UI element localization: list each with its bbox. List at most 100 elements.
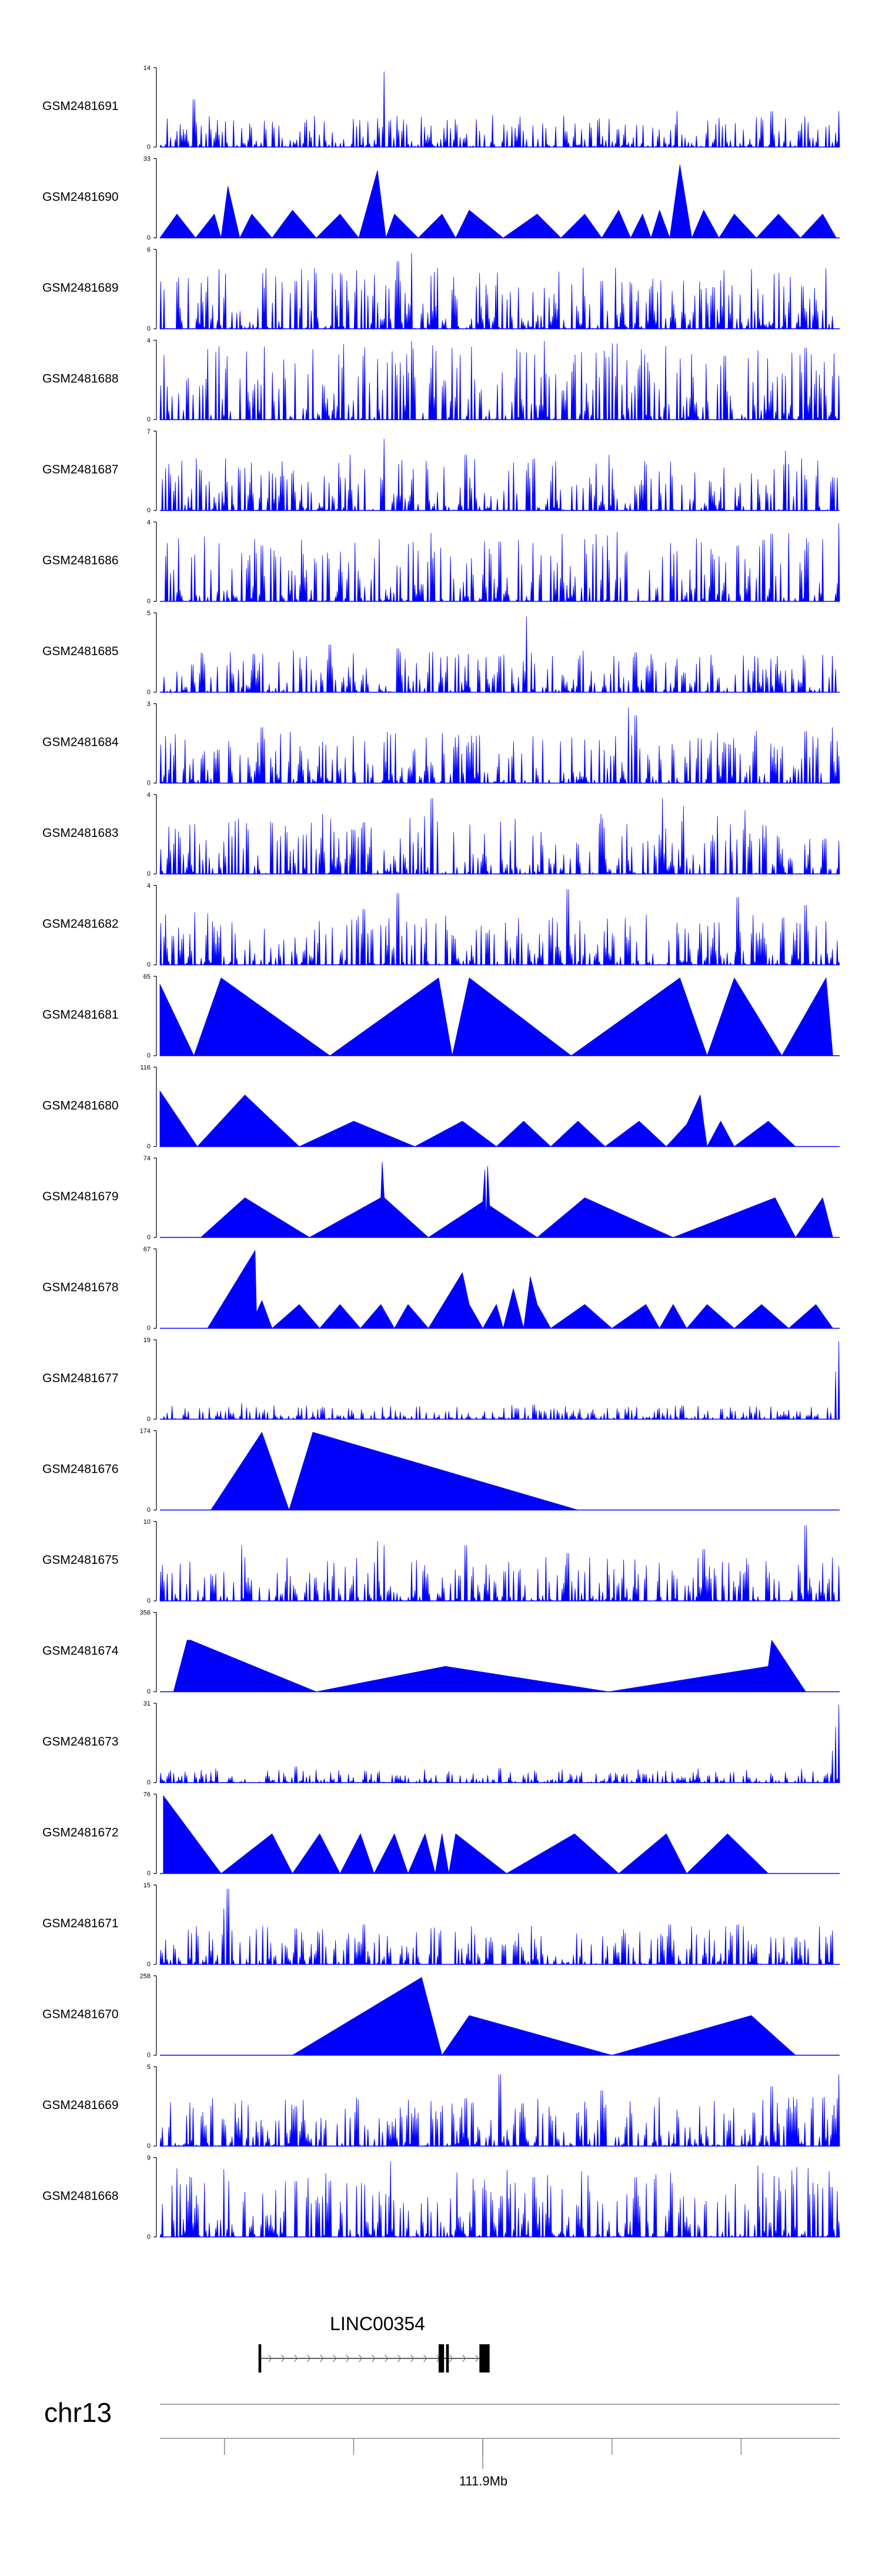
track-ymax-label: 31 [143, 1700, 151, 1707]
track-GSM2481684: GSM2481684 3 0 [42, 701, 840, 787]
gene-annotation-track: LINC00354 [258, 2313, 490, 2373]
track-label: GSM2481669 [42, 2098, 119, 2112]
track-ymin-label: 0 [147, 1597, 151, 1604]
track-ymax-label: 4 [147, 519, 151, 526]
gene-exon [258, 2344, 262, 2373]
track-ymax-label: 9 [147, 2155, 151, 2162]
track-ymin-label: 0 [147, 2143, 151, 2150]
track-GSM2481679: GSM2481679 74 0 [42, 1155, 840, 1241]
strand-arrow-icon [268, 2354, 272, 2363]
track-label: GSM2481690 [42, 191, 119, 204]
track-ymax-label: 5 [147, 610, 151, 617]
track-ymin-label: 0 [147, 1870, 151, 1877]
track-GSM2481671: GSM2481671 15 0 [42, 1882, 840, 1968]
track-label: GSM2481681 [42, 1008, 119, 1022]
track-ymin-label: 0 [147, 962, 151, 969]
track-ymin-label: 0 [147, 325, 151, 332]
strand-arrow-icon [410, 2354, 415, 2363]
track-signal-area [159, 1341, 840, 1420]
track-label: GSM2481673 [42, 1735, 119, 1749]
track-ymin-label: 0 [147, 1507, 151, 1514]
chromosome-axis: chr13 111.9Mb [44, 2397, 840, 2488]
track-GSM2481686: GSM2481686 4 0 [42, 519, 840, 605]
track-label: GSM2481682 [42, 917, 119, 931]
track-ymin-label: 0 [147, 1143, 151, 1150]
track-label: GSM2481688 [42, 372, 119, 386]
track-GSM2481685: GSM2481685 5 0 [42, 610, 840, 696]
track-label: GSM2481675 [42, 1553, 119, 1567]
strand-arrow-icon [475, 2354, 479, 2363]
track-label: GSM2481672 [42, 1826, 119, 1840]
track-ymax-label: 65 [143, 973, 151, 980]
track-label: GSM2481686 [42, 554, 119, 568]
track-GSM2481675: GSM2481675 10 0 [42, 1519, 840, 1604]
gene-exon [479, 2344, 490, 2373]
track-ymax-label: 10 [143, 1519, 151, 1526]
strand-arrow-icon [372, 2354, 376, 2363]
track-GSM2481690: GSM2481690 33 0 [42, 156, 840, 242]
track-ymax-label: 4 [147, 338, 151, 345]
track-ymax-label: 74 [143, 1155, 151, 1162]
track-label: GSM2481687 [42, 463, 119, 476]
strand-arrow-icon [462, 2354, 466, 2363]
coordinate-axis [160, 2404, 840, 2469]
track-ymax-label: 67 [143, 1246, 151, 1253]
track-GSM2481674: GSM2481674 356 0 [42, 1610, 840, 1696]
track-ymin-label: 0 [147, 689, 151, 696]
strand-arrow-icon [281, 2354, 285, 2363]
track-label: GSM2481680 [42, 1099, 119, 1113]
track-GSM2481672: GSM2481672 76 0 [42, 1791, 840, 1877]
track-ymax-label: 258 [140, 1973, 151, 1980]
track-signal-area [292, 1977, 796, 2056]
track-signal-area [201, 1162, 833, 1238]
track-signal-area [159, 1090, 796, 1147]
chromosome-label: chr13 [44, 2397, 112, 2428]
track-ymax-label: 14 [143, 65, 151, 72]
track-ymax-label: 19 [143, 1337, 151, 1344]
track-ymax-label: 7 [147, 428, 151, 435]
track-label: GSM2481683 [42, 826, 119, 840]
track-label: GSM2481685 [42, 645, 119, 658]
track-label: GSM2481668 [42, 2190, 119, 2203]
track-GSM2481670: GSM2481670 258 0 [42, 1973, 840, 2059]
track-GSM2481677: GSM2481677 19 0 [42, 1337, 840, 1423]
strand-arrow-icon [333, 2354, 337, 2363]
strand-arrow-icon [359, 2354, 363, 2363]
track-GSM2481687: GSM2481687 7 0 [42, 428, 840, 514]
track-label: GSM2481679 [42, 1190, 119, 1203]
track-ymax-label: 174 [140, 1428, 151, 1435]
track-signal-area [159, 164, 837, 238]
track-ymin-label: 0 [147, 1961, 151, 1968]
track-label: GSM2481689 [42, 281, 119, 295]
track-ymax-label: 3 [147, 701, 151, 708]
track-label: GSM2481678 [42, 1281, 119, 1294]
track-ymax-label: 116 [140, 1065, 151, 1072]
track-label: GSM2481677 [42, 1372, 119, 1385]
track-GSM2481668: GSM2481668 9 0 [42, 2155, 840, 2241]
track-ymin-label: 0 [147, 2234, 151, 2241]
track-ymin-label: 0 [147, 1234, 151, 1241]
track-label: GSM2481691 [42, 99, 119, 113]
signal-tracks: GSM2481691140GSM2481690330GSM248168960GS… [42, 65, 840, 2241]
track-label: GSM2481674 [42, 1644, 119, 1658]
track-GSM2481681: GSM2481681 65 0 [42, 973, 840, 1059]
gene-exon [446, 2344, 449, 2373]
track-label: GSM2481684 [42, 736, 119, 749]
track-ymax-label: 4 [147, 883, 151, 890]
track-ymin-label: 0 [147, 598, 151, 605]
track-ymax-label: 15 [143, 1882, 151, 1889]
track-ymin-label: 0 [147, 1325, 151, 1332]
track-ymax-label: 33 [143, 156, 151, 163]
track-signal-area [163, 1795, 769, 1874]
track-GSM2481678: GSM2481678 67 0 [42, 1246, 840, 1332]
track-label: GSM2481671 [42, 1917, 119, 1930]
track-ymin-label: 0 [147, 870, 151, 877]
track-GSM2481673: GSM2481673 31 0 [42, 1700, 840, 1786]
track-ymax-label: 4 [147, 792, 151, 799]
gene-model [258, 2344, 490, 2373]
track-GSM2481683: GSM2481683 4 0 [42, 792, 840, 877]
strand-arrow-icon [307, 2354, 311, 2363]
track-GSM2481680: GSM2481680 116 0 [42, 1065, 840, 1150]
